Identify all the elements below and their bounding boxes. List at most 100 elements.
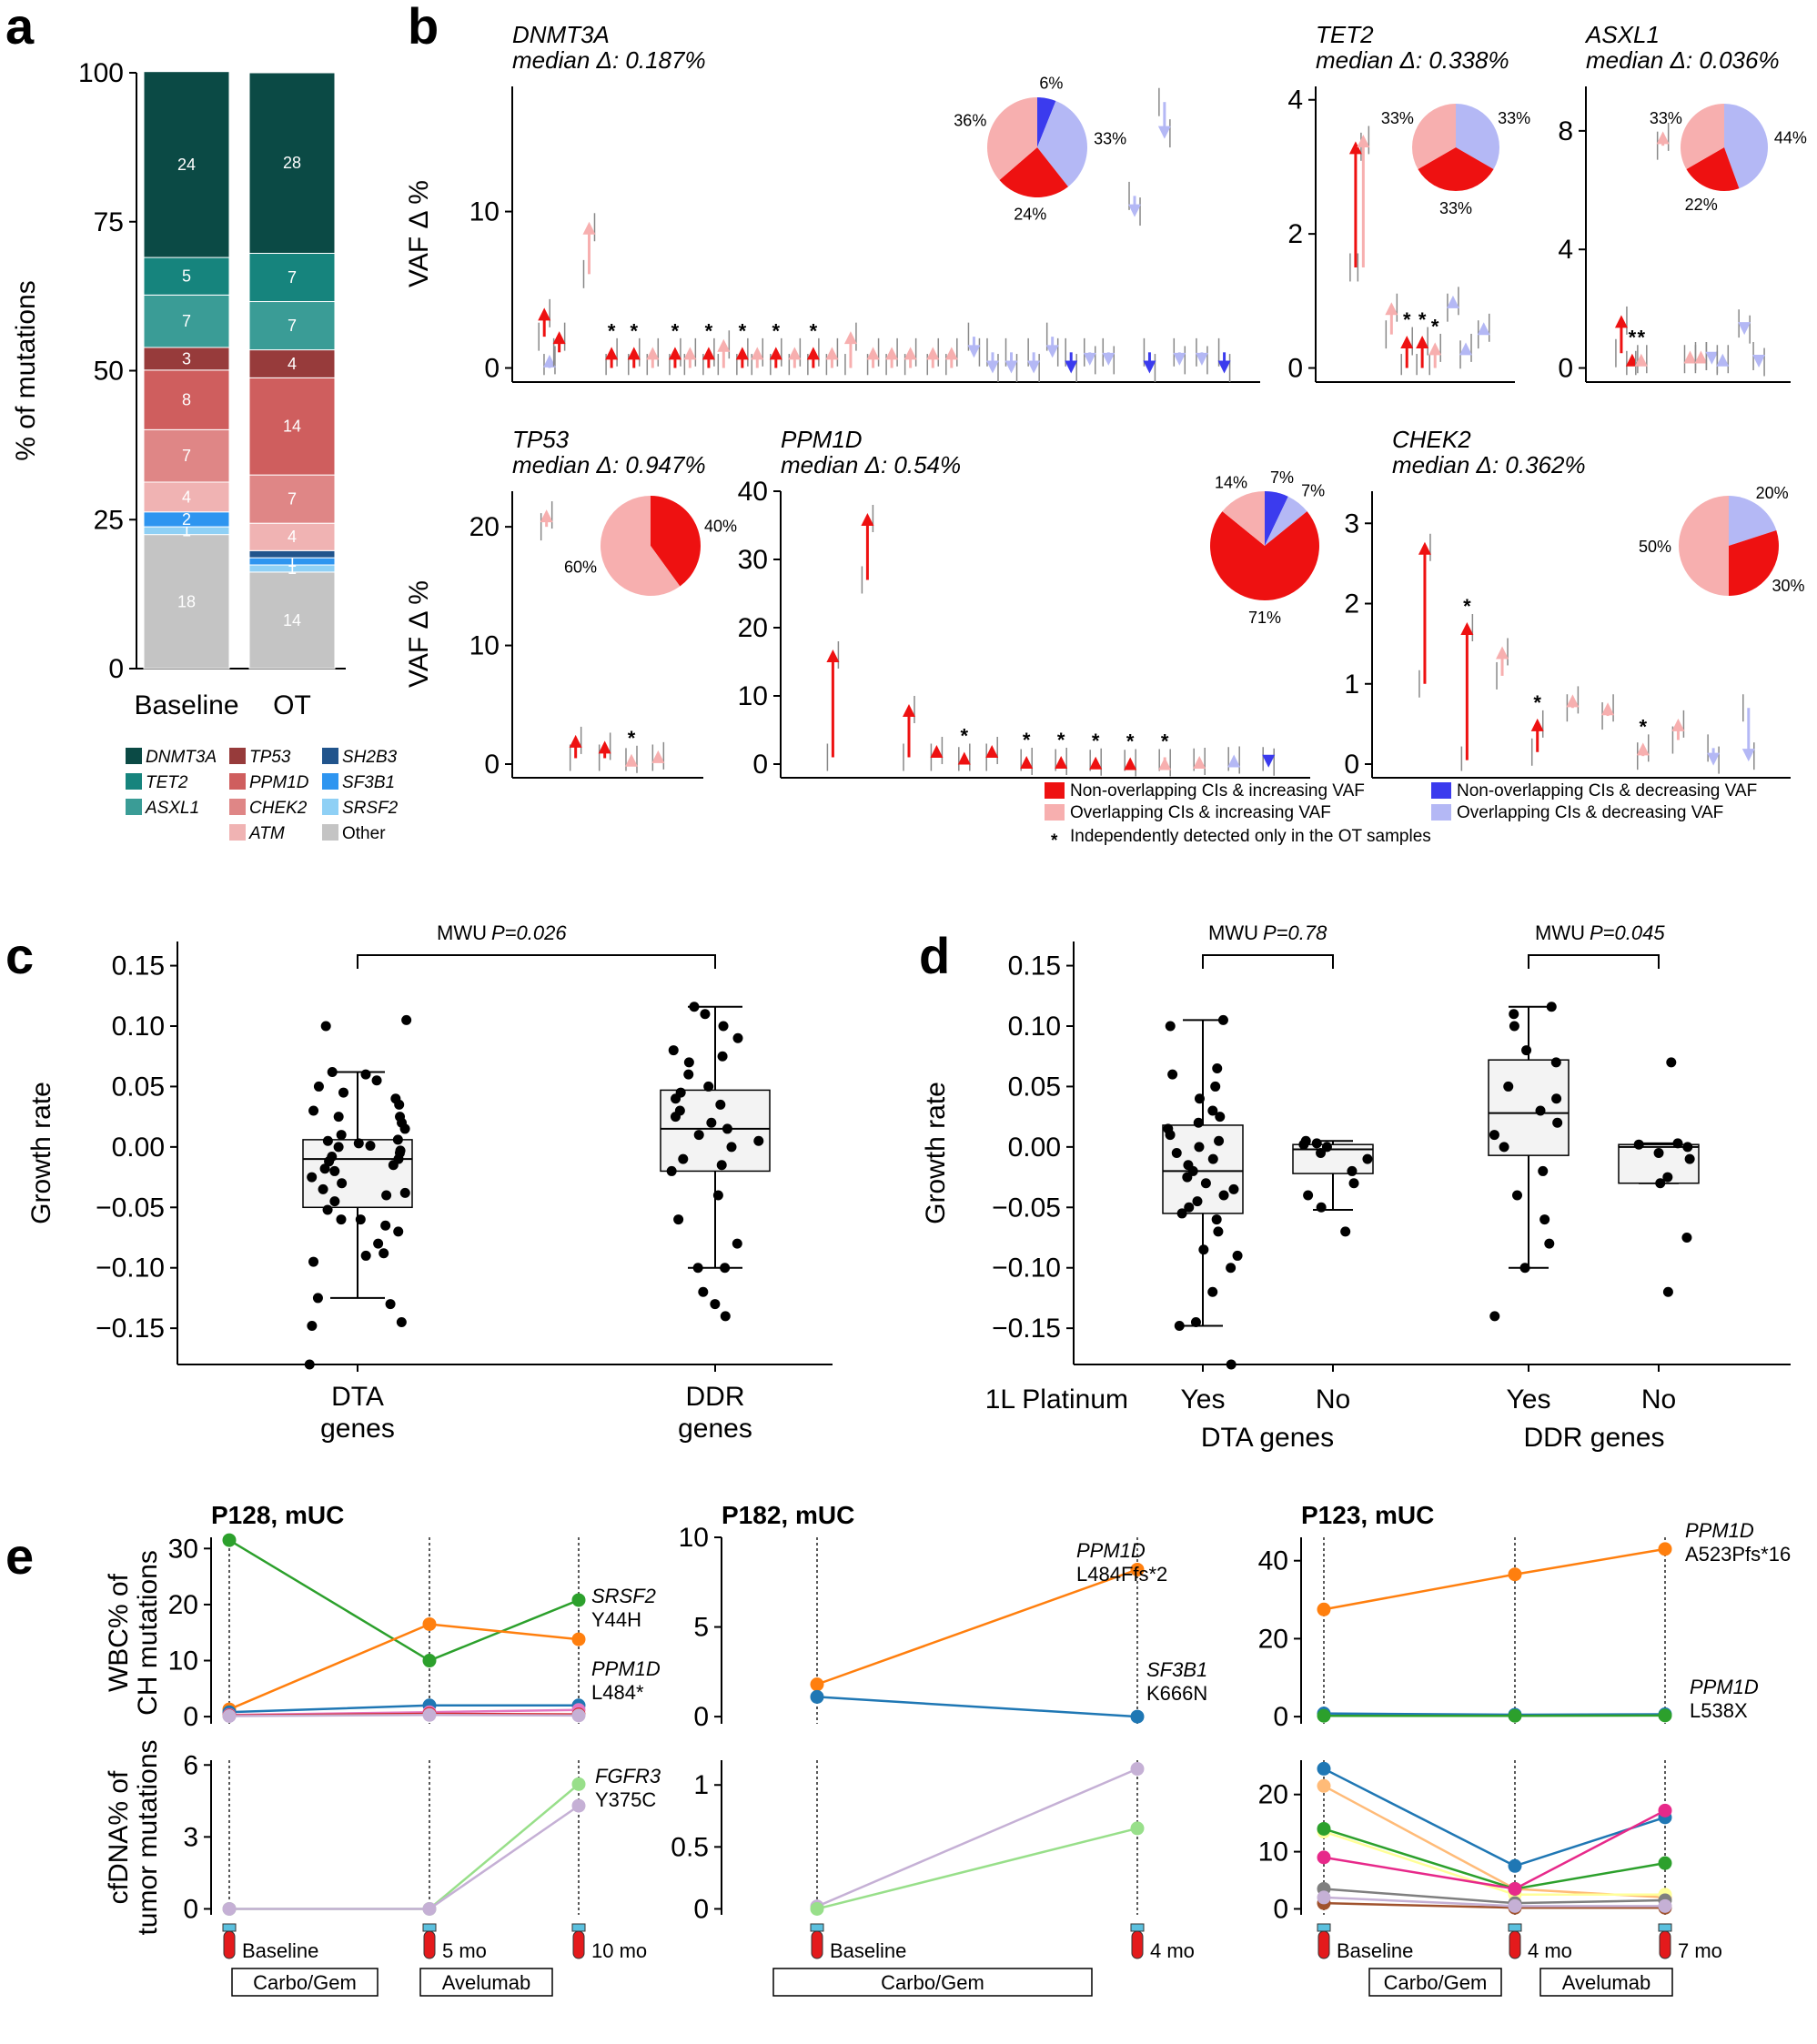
b-delta-arrow-head xyxy=(1566,694,1580,708)
e-blood-tube-icon xyxy=(223,1930,236,1959)
b-delta-arrow-head xyxy=(1193,756,1206,769)
d-data-point xyxy=(1214,1135,1225,1146)
d-data-point xyxy=(1190,1317,1201,1327)
d-data-point xyxy=(1232,1250,1243,1261)
b-pie-slice xyxy=(1729,530,1779,596)
e-series-line xyxy=(816,1827,1138,1910)
b-ytick-label: 2 xyxy=(1287,219,1303,249)
c-data-point xyxy=(308,1256,319,1267)
a-segment-label: 1 xyxy=(288,559,297,578)
b-ytick-label: 10 xyxy=(738,681,768,711)
b-pie-label: 60% xyxy=(564,559,597,577)
e-annotation-mutation: Y44H xyxy=(591,1608,641,1631)
b-delta-arrow-head xyxy=(1195,352,1208,366)
e-ytick-label: 0 xyxy=(183,1702,198,1732)
c-data-point xyxy=(726,1142,737,1153)
b-delta-arrow-head xyxy=(1217,360,1231,374)
b-pie-label: 22% xyxy=(1685,196,1718,214)
b-delta-arrow-head xyxy=(866,347,880,360)
b-delta-arrow-head xyxy=(1089,756,1103,770)
a-bar-segment-CHEK2 xyxy=(248,474,336,524)
b-pie-slice xyxy=(1418,147,1494,192)
e-treatment-label: Avelumab xyxy=(1562,1971,1650,1994)
b-pie-label: 40% xyxy=(704,517,737,535)
e-ylabel-top-1: WBC% of xyxy=(104,1573,134,1692)
d-category-label: Yes xyxy=(1181,1384,1226,1415)
c-ytick-label: 0.10 xyxy=(112,1012,165,1042)
b-star-marker: * xyxy=(772,319,781,342)
panel-label-c: c xyxy=(5,927,34,984)
e-tube-cap-icon xyxy=(422,1923,437,1932)
e-series-line xyxy=(816,1767,1138,1908)
d-data-point xyxy=(1218,1190,1229,1201)
d-data-point xyxy=(1192,1196,1203,1207)
panel-label-a: a xyxy=(5,0,35,55)
d-data-point xyxy=(1184,1202,1195,1213)
e-ytick-label: 1 xyxy=(693,1770,709,1800)
e-series-point xyxy=(810,1677,824,1692)
d-data-point xyxy=(1300,1135,1311,1146)
e-patient-title: P123, mUC xyxy=(1301,1501,1434,1529)
b-legend-swatch xyxy=(1431,782,1451,799)
b-delta-arrow-head xyxy=(1716,353,1730,367)
b-pie-label: 7% xyxy=(1270,468,1294,487)
e-blood-tube-icon xyxy=(1509,1930,1521,1959)
d-test-label: MWU xyxy=(1535,921,1585,944)
b-delta-arrow-head xyxy=(985,360,999,374)
a-segment-label: 1 xyxy=(288,552,297,570)
d-ytick-label: 0.10 xyxy=(1008,1012,1061,1042)
b-pie-label: 14% xyxy=(1215,474,1247,492)
a-ytick-label: 100 xyxy=(78,58,124,88)
b-legend-label: Overlapping CIs & decreasing VAF xyxy=(1457,803,1723,822)
c-data-point xyxy=(307,1320,318,1331)
c-data-point xyxy=(710,1299,721,1310)
b-pie-slice xyxy=(1037,100,1087,187)
d-test-label: MWU xyxy=(1208,921,1258,944)
c-data-point xyxy=(706,1117,717,1128)
a-legend-label: CHEK2 xyxy=(249,799,308,818)
a-segment-label: 24 xyxy=(177,156,196,174)
b-legend-swatch xyxy=(1045,782,1065,799)
b-delta-arrow-head xyxy=(1045,345,1059,358)
b-ytick-label: 0 xyxy=(1344,750,1359,780)
a-legend-label: TET2 xyxy=(146,773,188,792)
e-annotation-mutation: L538X xyxy=(1690,1699,1748,1722)
d-data-point xyxy=(1176,1208,1187,1219)
b-delta-arrow-head xyxy=(1157,126,1171,139)
e-annotation-gene: PPM1D xyxy=(591,1657,661,1680)
e-ytick-label: 0 xyxy=(183,1894,198,1924)
e-ylabel-bot-1: cfDNA% of xyxy=(104,1770,134,1904)
e-timepoint-label: 5 mo xyxy=(442,1939,487,1962)
e-ylabel-bot-2: tumor mutations xyxy=(133,1739,163,1935)
d-data-point xyxy=(1546,1002,1557,1012)
b-delta-arrow-head xyxy=(540,509,553,523)
b-pie-slice xyxy=(1210,511,1320,600)
e-series-line xyxy=(1323,1547,1666,1611)
b-pie-label: 36% xyxy=(954,112,986,130)
c-data-point xyxy=(336,1130,347,1141)
b-delta-arrow-head xyxy=(1357,134,1370,147)
d-data-point xyxy=(1653,1148,1664,1158)
e-annotation-gene: PPM1D xyxy=(1076,1539,1146,1562)
b-ytick-label: 0 xyxy=(484,750,500,780)
b-delta-arrow-head xyxy=(1083,352,1096,366)
b-pie-slice xyxy=(1729,496,1777,546)
panel-label-e: e xyxy=(5,1527,34,1585)
e-timepoint-label: Baseline xyxy=(242,1939,318,1962)
d-data-point xyxy=(1489,1311,1500,1322)
b-delta-arrow-head xyxy=(1027,360,1041,374)
e-series-line xyxy=(228,1539,580,1662)
c-data-point xyxy=(753,1135,764,1146)
d-data-point xyxy=(1362,1153,1373,1164)
c-data-point xyxy=(327,1151,338,1162)
c-data-point xyxy=(327,1066,338,1077)
d-ytick-label: −0.05 xyxy=(992,1193,1061,1223)
b-pie-slice xyxy=(986,97,1037,181)
b-star-marker: * xyxy=(630,319,638,342)
e-series-point xyxy=(222,1533,237,1547)
b-delta-arrow-head xyxy=(957,751,971,765)
d-data-point xyxy=(1211,1214,1222,1225)
a-legend-swatch xyxy=(322,799,338,815)
b-star-marker: * xyxy=(1161,730,1169,753)
a-legend-swatch xyxy=(229,748,246,764)
